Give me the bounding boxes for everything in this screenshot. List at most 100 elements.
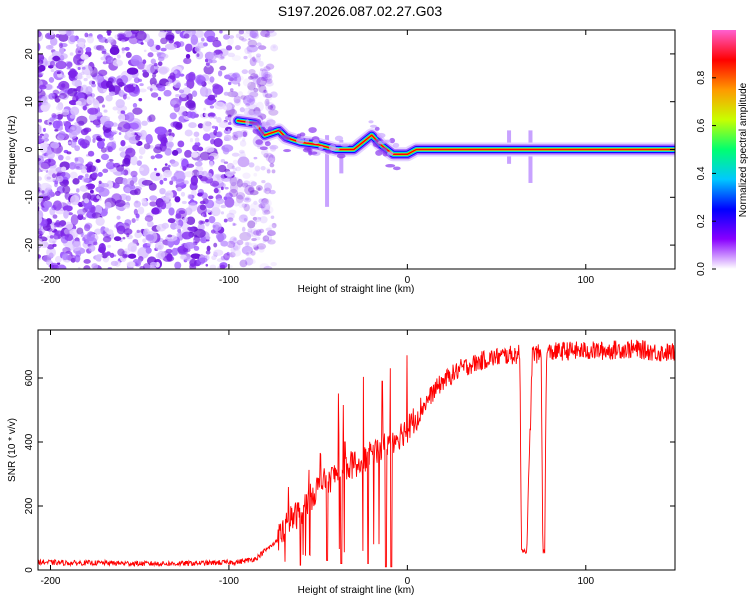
spectrogram-noise-blob: [270, 91, 278, 98]
spectrogram-noise-blob: [226, 240, 236, 249]
spectrogram-noise-blob: [198, 220, 204, 225]
spectrogram-noise-blob: [67, 128, 73, 133]
spectrogram-noise-blob: [112, 106, 119, 111]
spectrogram-noise-blob: [269, 163, 275, 168]
spectrogram-noise-blob: [109, 136, 114, 141]
spectrogram-noise-blob: [130, 155, 138, 166]
spectrogram-noise-blob: [175, 30, 182, 35]
spectrogram-noise-blob: [84, 224, 91, 232]
spectrogram-noise-blob: [247, 220, 256, 229]
spectrogram-noise-blob: [265, 167, 270, 171]
spectrogram-noise-blob: [214, 126, 219, 131]
spectrogram-noise-blob: [32, 228, 37, 234]
spectrogram-noise-blob: [56, 264, 67, 269]
spectrogram-noise-blob: [224, 186, 229, 190]
spectrogram-noise-blob: [237, 74, 241, 77]
spectrogram-noise-blob: [229, 176, 241, 185]
spectrogram-noise-blob: [56, 175, 64, 183]
spectrogram-noise-blob: [32, 226, 37, 228]
spectrogram-trace-blob: [256, 130, 265, 137]
spectrogram-noise-blob: [85, 47, 92, 53]
spectrogram-noise-blob: [123, 228, 133, 235]
spectrogram-trace-blob: [336, 153, 346, 159]
spectrogram-noise-blob: [83, 265, 91, 269]
spectrogram-noise-blob: [232, 245, 239, 251]
spectrogram-noise-blob: [237, 82, 241, 87]
spectrogram-noise-blob: [244, 47, 251, 55]
spectrogram-noise-blob: [116, 215, 121, 220]
spectrogram-noise-blob: [244, 241, 250, 247]
colorbar: 0.0 0.2 0.4 0.6 0.8 Normalized spectral ampl…: [696, 30, 749, 276]
spectrogram-noise-blob: [203, 42, 208, 47]
spectrogram-trace-blob: [377, 140, 386, 145]
spectrogram-noise-blob: [269, 104, 276, 111]
spectrogram-noise-blob: [116, 32, 126, 39]
spectrogram-noise-blob: [239, 140, 247, 147]
spectrogram-noise-blob: [228, 177, 239, 186]
spectrogram-trace-blob: [259, 146, 268, 151]
spectrogram-noise-blob: [250, 72, 259, 80]
spectrogram-noise-blob: [148, 114, 156, 123]
spectrogram-noise-blob: [121, 47, 126, 51]
spectrogram-noise-blob: [231, 152, 240, 157]
spectrogram-noise-blob: [38, 124, 43, 134]
spectrogram-noise-blob: [76, 115, 88, 125]
spectrogram-noise-blob: [244, 257, 254, 266]
spectrogram-noise-blob: [114, 176, 125, 185]
spectrogram-noise-blob: [250, 250, 256, 256]
spectrogram-noise-blob: [197, 158, 203, 162]
spectrogram-noise-blob: [260, 201, 267, 209]
spectrogram-noise-blob: [244, 95, 250, 101]
spectrogram-noise-blob: [242, 137, 246, 142]
spectrogram-noise-blob: [246, 95, 255, 103]
spectrogram-noise-blob: [264, 73, 271, 78]
spectrogram-noise-blob: [220, 211, 225, 215]
spectrogram-noise-blob: [238, 30, 245, 35]
spectrogram-noise-blob: [202, 133, 211, 141]
spectrogram-trace-blob: [340, 143, 350, 148]
spectrogram-noise-blob: [48, 77, 55, 83]
spectrogram-noise-blob: [163, 89, 172, 97]
spectrogram-noise-blob: [226, 162, 235, 170]
spectrogram-noise-blob: [218, 164, 227, 173]
spectrogram-noise-blob: [244, 195, 251, 201]
spectrogram-noise-blob: [38, 176, 42, 181]
spectrogram-noise-blob: [138, 167, 144, 172]
spectrogram-noise-blob: [192, 144, 200, 152]
spectrogram-noise-blob: [175, 93, 180, 98]
spectrogram-noise-blob: [122, 111, 126, 115]
spectrogram-noise-blob: [31, 257, 38, 263]
spectrogram-noise-blob: [131, 218, 136, 223]
spectrogram-noise-blob: [265, 152, 274, 162]
spectrogram-noise-blob: [40, 240, 49, 249]
spectrogram-noise-blob: [186, 163, 195, 168]
spectrogram-noise-blob: [139, 265, 145, 269]
spectrogram-trace-blob: [368, 120, 374, 124]
spectrogram-noise-blob: [261, 68, 269, 80]
spectrogram-noise-blob: [110, 131, 116, 136]
spectrogram-noise-blob: [142, 69, 147, 73]
spectrogram-noise-blob: [213, 249, 224, 256]
spectrogram-noise-blob: [149, 88, 153, 92]
spectrogram-noise-blob: [126, 96, 131, 100]
spectrogram-noise-blob: [120, 141, 125, 146]
spectrogram-noise-blob: [93, 241, 98, 246]
spectrogram-noise-blob: [39, 145, 48, 153]
spectrogram-noise-blob: [250, 228, 259, 235]
spectrogram-noise-blob: [62, 246, 71, 253]
spectrogram-noise-blob: [272, 45, 276, 49]
spectrogram-noise-blob: [221, 144, 234, 152]
spectrogram-noise-blob: [179, 73, 185, 77]
spectrogram-noise-blob: [98, 180, 102, 185]
spectrogram-noise-blob: [257, 144, 261, 149]
spectrogram-noise-blob: [128, 122, 139, 130]
spectrogram-noise-blob: [97, 69, 108, 77]
spectrogram-noise-blob: [194, 45, 201, 53]
spectrogram-noise-blob: [264, 98, 270, 107]
spectrogram-noise-blob: [201, 170, 208, 177]
spectrogram-noise-blob: [158, 66, 168, 75]
spectrogram-trace-blob: [278, 127, 283, 132]
spectrogram-noise-blob: [50, 142, 60, 149]
spectrogram-noise-blob: [154, 153, 163, 159]
colorbar-bar: [712, 30, 736, 269]
